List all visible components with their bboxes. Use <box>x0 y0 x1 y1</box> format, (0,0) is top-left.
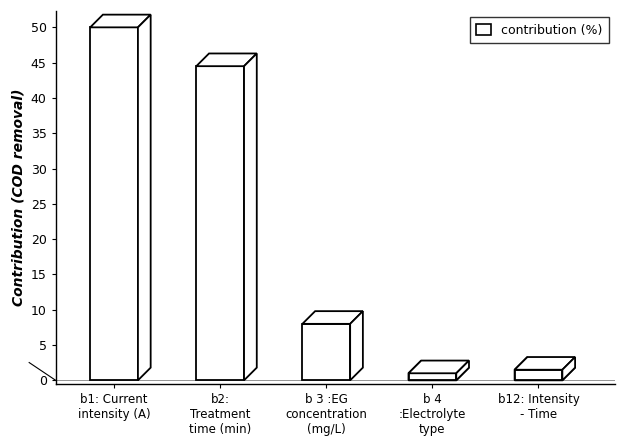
Polygon shape <box>244 54 257 380</box>
Polygon shape <box>456 361 469 380</box>
Polygon shape <box>409 361 421 380</box>
Polygon shape <box>138 15 151 380</box>
Polygon shape <box>302 324 350 380</box>
Polygon shape <box>515 357 527 380</box>
Polygon shape <box>197 66 244 380</box>
Y-axis label: Contribution (COD removal): Contribution (COD removal) <box>11 89 25 306</box>
Polygon shape <box>515 357 575 370</box>
Polygon shape <box>409 367 469 380</box>
Polygon shape <box>515 367 575 380</box>
Polygon shape <box>90 27 138 380</box>
Polygon shape <box>515 370 562 380</box>
Legend: contribution (%): contribution (%) <box>470 17 608 43</box>
Polygon shape <box>197 54 257 66</box>
Polygon shape <box>90 15 151 27</box>
Polygon shape <box>350 311 363 380</box>
Polygon shape <box>409 361 469 373</box>
Polygon shape <box>302 311 363 324</box>
Polygon shape <box>409 373 456 380</box>
Polygon shape <box>562 357 575 380</box>
